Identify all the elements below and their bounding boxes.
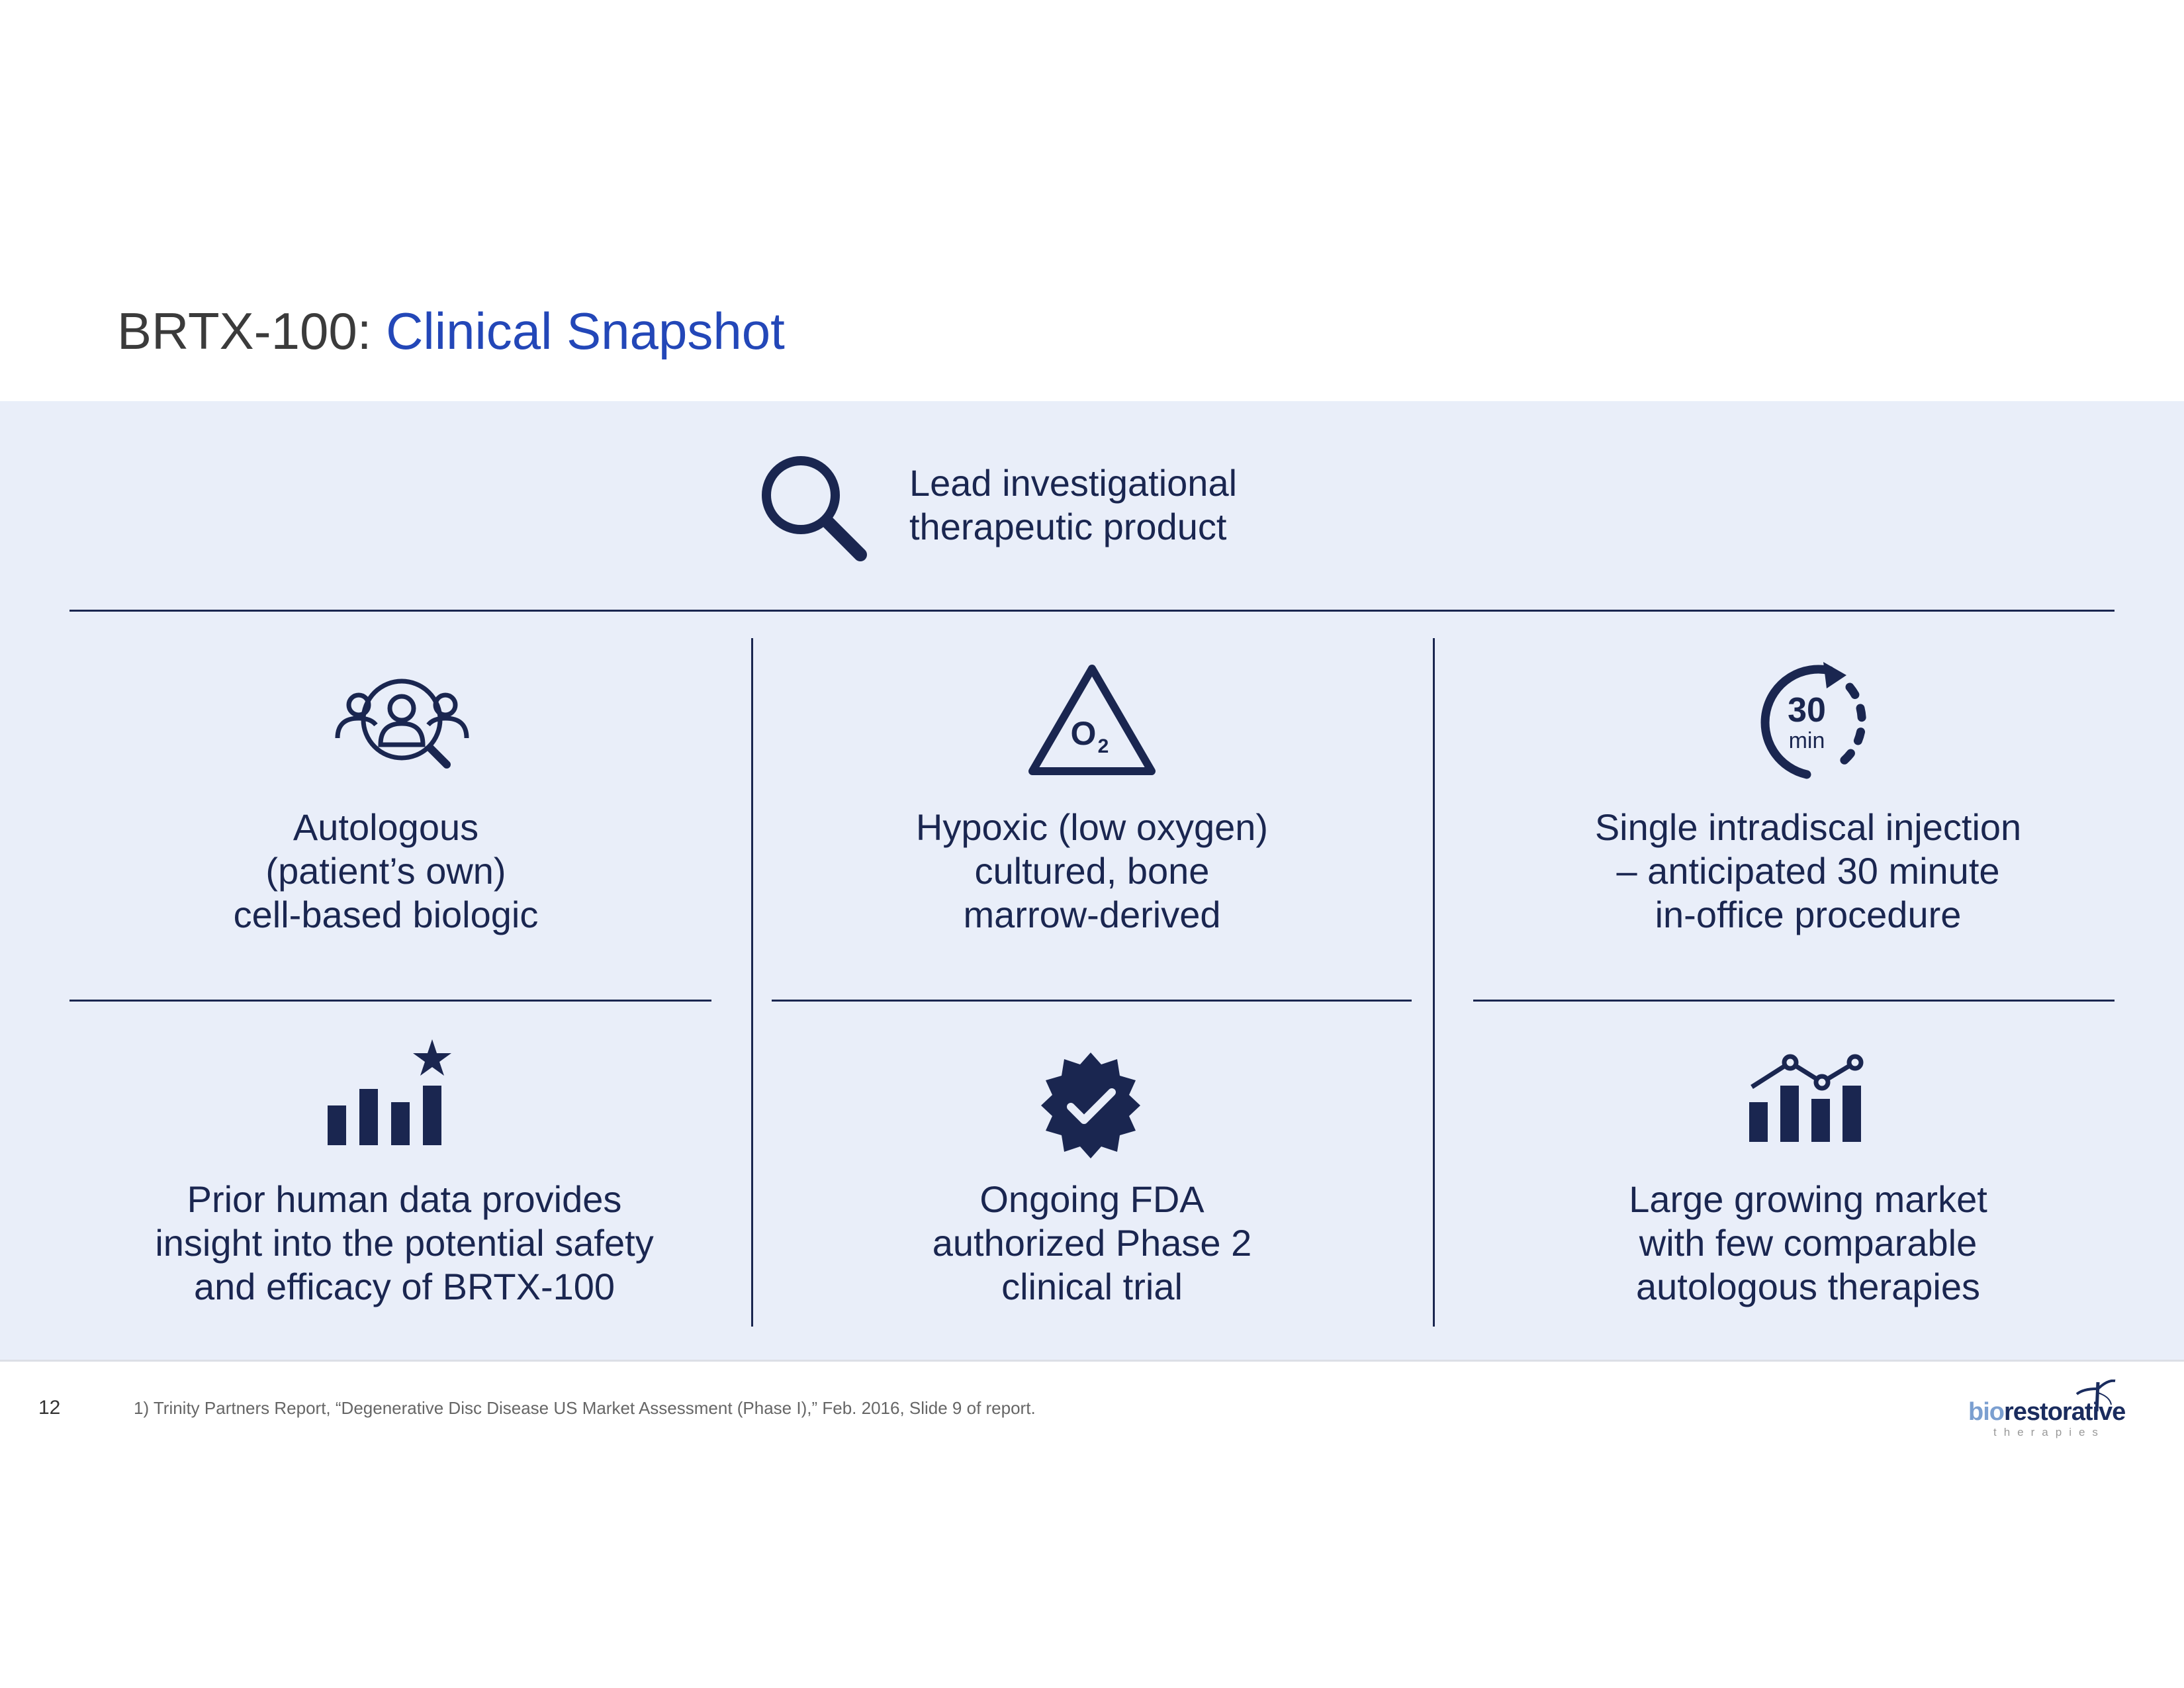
bar-chart-star-icon (328, 1039, 451, 1145)
snapshot-panel (0, 401, 2184, 1362)
market-growth-chart-icon (1749, 1054, 1864, 1142)
divider (1433, 638, 1435, 1327)
page-number: 12 (38, 1397, 61, 1419)
svg-text:2: 2 (1098, 735, 1109, 757)
magnifier-icon (762, 456, 867, 561)
verified-badge-icon (1041, 1053, 1140, 1158)
o2-triangle-icon: O 2 (1028, 665, 1156, 775)
dragonfly-icon (2075, 1380, 2116, 1412)
divider (751, 638, 753, 1327)
cell-text: Autologous (patient’s own) cell-based biol… (233, 806, 539, 935)
people-search-icon (335, 679, 469, 769)
cell-text: Hypoxic (low oxygen) cultured, bone marrow… (915, 806, 1269, 935)
title-prefix: BRTX-100: (117, 302, 387, 360)
svg-text:min: min (1789, 728, 1825, 753)
divider (1473, 1000, 2115, 1002)
company-logo: biorestorative therapies (1966, 1380, 2138, 1439)
svg-text:30: 30 (1788, 691, 1826, 729)
lead-line: Lead investigational (909, 462, 1238, 504)
cell-text: Prior human data provides insight into th… (155, 1178, 654, 1307)
page-title: BRTX-100: Clinical Snapshot (117, 301, 785, 361)
footnote: 1) Trinity Partners Report, “Degenerativ… (134, 1398, 1036, 1418)
cell-text: Ongoing FDA authorized Phase 2 clinical tr… (932, 1178, 1252, 1307)
cell-text: Single intradiscal injection – anticipate… (1594, 806, 2022, 935)
divider (69, 610, 2115, 612)
divider (772, 1000, 1412, 1002)
divider (69, 1000, 711, 1002)
lead-line: therapeutic product (909, 506, 1227, 547)
cell-text: Large growing market with few comparable a… (1629, 1178, 1987, 1307)
svg-text:O: O (1071, 715, 1097, 752)
timer-30-min-icon: 30 min (1760, 662, 1866, 779)
lead-text: Lead investigational therapeutic product (909, 461, 1237, 549)
title-accent: Clinical Snapshot (386, 302, 785, 360)
